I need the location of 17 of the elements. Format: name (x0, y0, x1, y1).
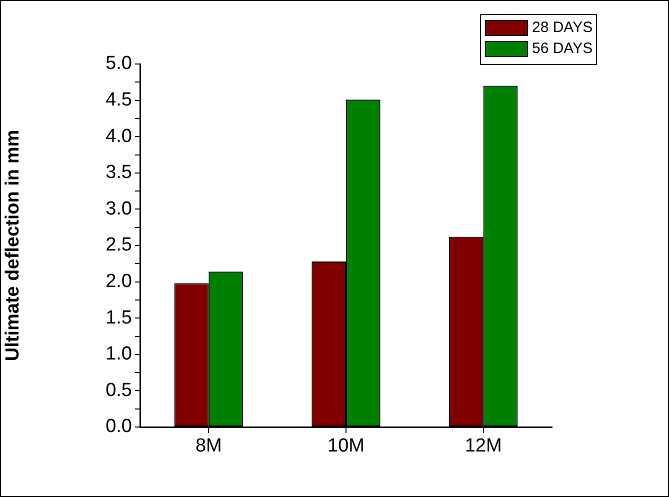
y-tick-label: 4.0 (106, 126, 132, 147)
y-tick-label: 4.5 (106, 90, 132, 111)
y-axis-title: Ultimate deflection in mm (2, 130, 24, 362)
x-tick-label: 10M (328, 436, 364, 457)
y-tick-label: 3.5 (106, 162, 132, 184)
legend-label: 56 DAYS (532, 40, 593, 58)
y-tick-label: 3.0 (106, 198, 132, 220)
y-tick-label: 1.5 (106, 307, 132, 328)
y-tick-label: 2.5 (106, 234, 132, 256)
x-tick-label: 8M (195, 436, 222, 457)
y-tick-label: 0.0 (106, 416, 132, 438)
y-tick-label: 0.5 (106, 380, 132, 401)
y-tick-label: 2.0 (106, 271, 132, 292)
legend-label: 28 DAYS (532, 19, 593, 36)
x-tick-label: 12M (464, 436, 502, 457)
y-tick-label: 5.0 (106, 53, 132, 74)
y-tick-label: 1.0 (106, 344, 132, 365)
